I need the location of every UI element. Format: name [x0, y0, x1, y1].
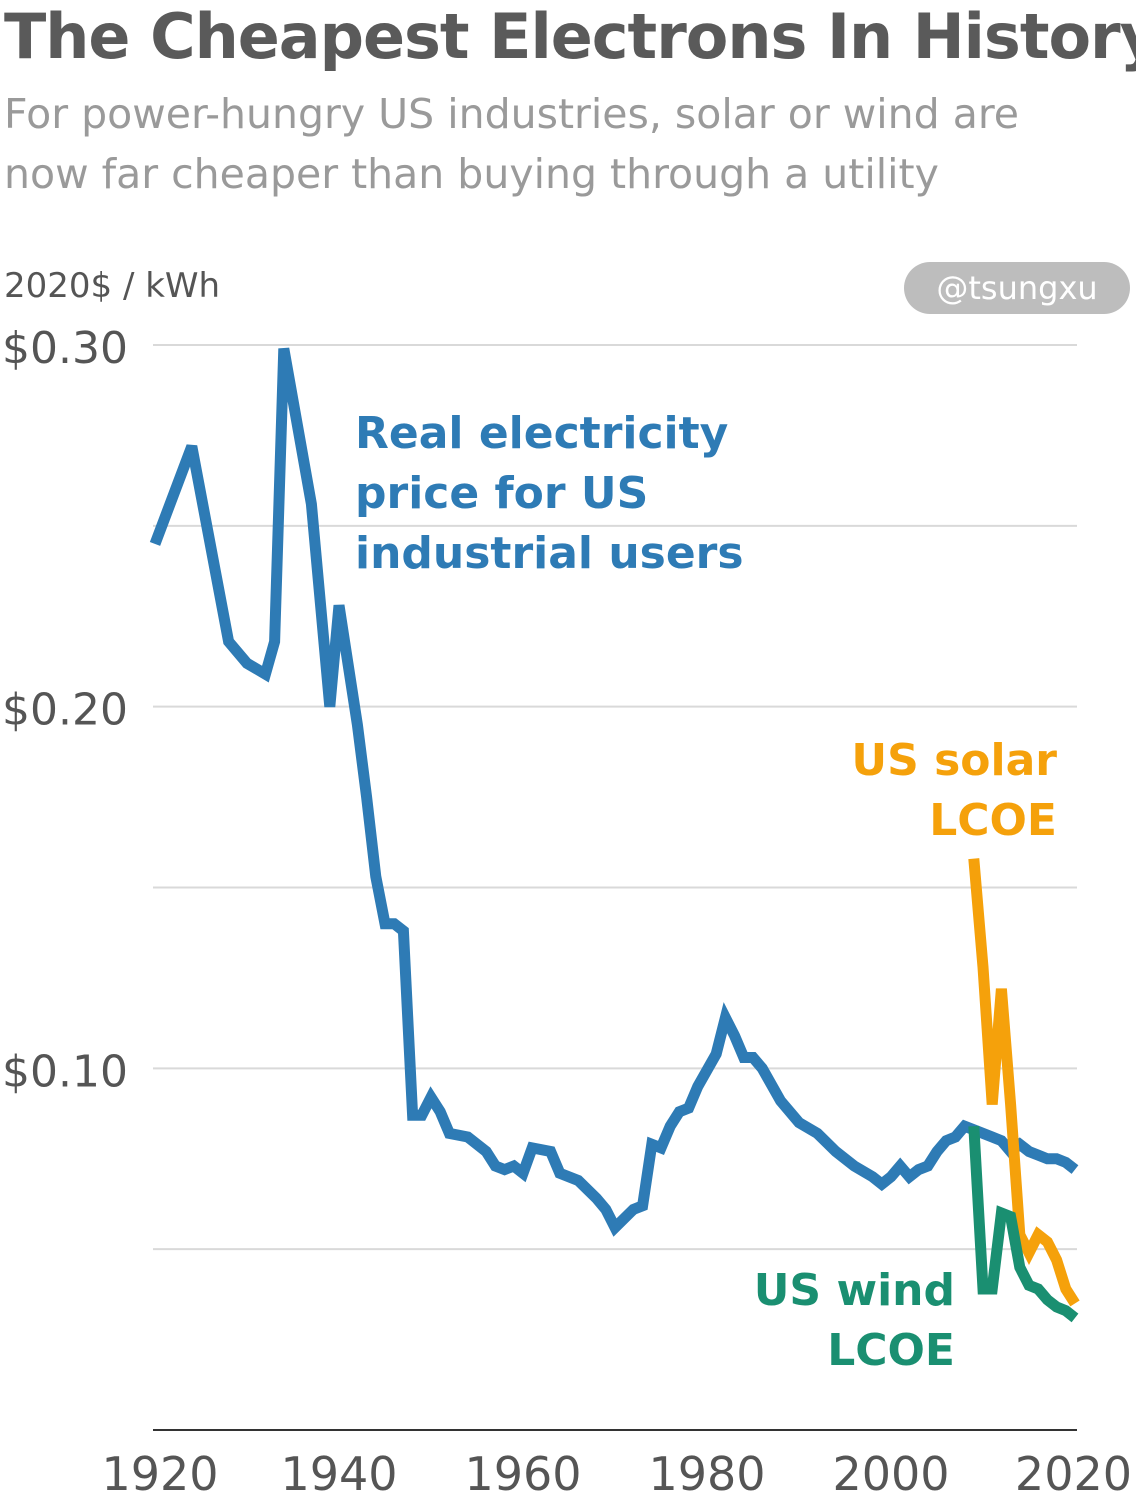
x-tick-label-2: 1960 — [464, 1447, 581, 1500]
x-tick-label-1: 1940 — [280, 1447, 397, 1500]
x-tick-label-3: 1980 — [648, 1447, 765, 1500]
wind-lcoe-line — [968, 1125, 1079, 1323]
electricity-series-label-line-2: price for US — [355, 468, 648, 519]
series — [149, 347, 1080, 1323]
series-labels: Real electricity price for US industrial u… — [355, 408, 1057, 1376]
electricity-series-label-line-3: industrial users — [355, 528, 744, 579]
solar-lcoe-line — [968, 858, 1080, 1307]
axes: $0.30 $0.20 $0.10 1920 1940 1960 1980 2000 2020 — [2, 323, 1132, 1500]
y-tick-label-0: $0.30 — [2, 323, 128, 374]
gridlines — [153, 344, 1077, 1251]
subtitle-line-2: now far cheaper than buying through a ut… — [4, 150, 939, 198]
subtitle-line-1: For power-hungry US industries, solar or… — [4, 90, 1020, 138]
x-tick-label-0: 1920 — [101, 1447, 218, 1500]
y-tick-label-2: $0.10 — [2, 1046, 128, 1097]
electricity-price-line — [149, 347, 1079, 1237]
chart-title: The Cheapest Electrons In History — [4, 0, 1136, 73]
chart-subtitle: For power-hungry US industries, solar or… — [4, 84, 1114, 204]
solar-series-label-line-2: LCOE — [929, 795, 1057, 846]
electricity-series-label-line-1: Real electricity — [355, 408, 728, 459]
y-axis-unit-label: 2020$ / kWh — [4, 266, 221, 306]
solar-series-label-line-1: US solar — [851, 735, 1057, 786]
x-tick-label-4: 2000 — [832, 1447, 949, 1500]
y-tick-label-1: $0.20 — [2, 685, 128, 736]
author-credit-badge: @tsungxu — [904, 262, 1130, 314]
x-tick-label-5: 2020 — [1015, 1447, 1132, 1500]
wind-series-label-line-2: LCOE — [827, 1325, 955, 1376]
wind-series-label-line-1: US wind — [754, 1265, 955, 1316]
